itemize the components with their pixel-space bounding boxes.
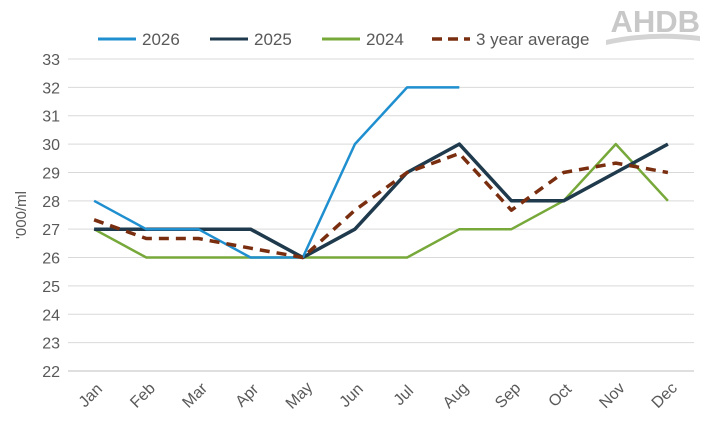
legend-item: 2026 <box>98 30 180 49</box>
legend-label: 2026 <box>142 30 180 49</box>
x-tick-label: Mar <box>179 380 211 412</box>
x-tick-label: Oct <box>546 381 576 411</box>
gridlines <box>68 58 694 372</box>
x-tick-label: Feb <box>127 380 159 412</box>
x-axis: Jan Feb Mar Apr May Jun Jul Aug Sep Oct Nov Dec <box>68 370 694 413</box>
x-tick-label: Jan <box>76 381 106 411</box>
y-tick-label: 26 <box>42 251 60 268</box>
x-tick-label: Dec <box>649 380 681 412</box>
legend-item: 2025 <box>210 30 292 49</box>
series-line <box>93 142 669 259</box>
y-axis: 22 23 24 25 26 27 28 29 30 31 32 33 <box>42 52 60 381</box>
y-tick-label: 22 <box>42 364 60 381</box>
logo-swoosh <box>606 33 700 45</box>
series-line <box>93 86 460 259</box>
ahdb-logo: AHDB <box>606 4 700 45</box>
series-lines <box>93 86 669 260</box>
y-tick-label: 31 <box>42 109 60 126</box>
y-tick-label: 33 <box>42 52 60 69</box>
legend-label: 2024 <box>366 30 404 49</box>
legend: 2026 2025 2024 3 year average <box>98 30 589 49</box>
y-tick-label: 29 <box>42 165 60 182</box>
series-3-year-average <box>93 151 669 260</box>
y-tick-label: 32 <box>42 80 60 97</box>
x-tick-label: Jun <box>337 381 367 411</box>
y-axis-title: '000/ml <box>13 191 30 239</box>
series-line <box>93 151 669 260</box>
y-tick-label: 28 <box>42 194 60 211</box>
x-tick-label: Sep <box>492 380 524 412</box>
x-tick-label: Nov <box>596 380 628 412</box>
legend-item: 2024 <box>322 30 404 49</box>
y-tick-label: 30 <box>42 137 60 154</box>
y-tick-label: 25 <box>42 279 60 296</box>
legend-item: 3 year average <box>432 30 589 49</box>
x-tick-label: May <box>283 379 316 412</box>
legend-label: 2025 <box>254 30 292 49</box>
y-tick-label: 27 <box>42 222 60 239</box>
x-tick-label: Apr <box>233 381 263 411</box>
y-tick-label: 23 <box>42 336 60 353</box>
legend-label: 3 year average <box>476 30 589 49</box>
x-tick-label: Aug <box>440 380 472 412</box>
x-tick-label: Jul <box>391 383 417 409</box>
logo-text: AHDB <box>610 4 700 39</box>
y-tick-label: 24 <box>42 307 60 324</box>
